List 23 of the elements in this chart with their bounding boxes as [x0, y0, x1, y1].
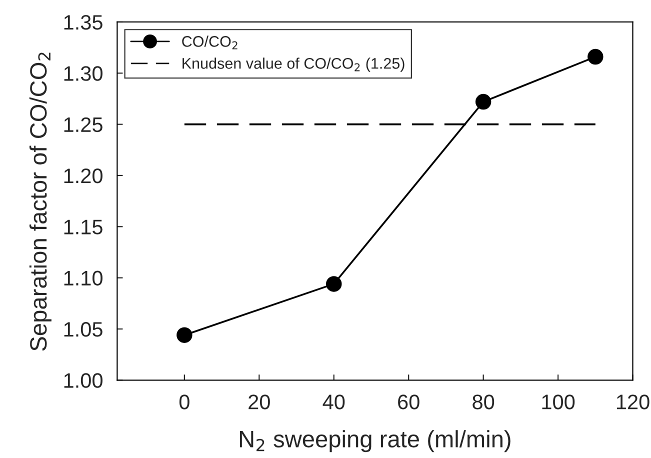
x-axis-title: N$_{2}$ sweeping rate (ml/min): [240, 430, 510, 452]
x-tick-label: 80: [472, 394, 494, 410]
legend-label: Knudsen value of CO/CO$_{2}$ (1.25): [182, 58, 404, 72]
point: [475, 94, 492, 110]
y-tick-label: 1.25: [64, 117, 102, 132]
point: [326, 276, 342, 292]
x-tick-label: 40: [322, 394, 345, 410]
y-tick-label: 1.10: [64, 270, 102, 286]
point: [176, 327, 192, 343]
x-tick-label: 100: [542, 394, 575, 410]
point: [588, 48, 604, 65]
x-tick-label: 0: [179, 394, 190, 410]
y-tick-label: 1.15: [64, 220, 102, 234]
x-tick-label: 60: [398, 394, 420, 410]
x-tick-label: 20: [248, 394, 270, 410]
y-tick-label: 1.05: [64, 322, 102, 337]
x-tick-label: 120: [616, 394, 650, 410]
y-tick-label: 1.00: [64, 373, 102, 388]
y-axis-title: Separation factor of CO/CO$_{2}$: [29, 52, 52, 351]
legend-label: CO/CO$_{2}$: [182, 36, 238, 50]
y-tick-label: 1.20: [64, 168, 102, 184]
y-tick-label: 1.35: [64, 14, 102, 30]
y-tick-label: 1.30: [64, 66, 102, 81]
